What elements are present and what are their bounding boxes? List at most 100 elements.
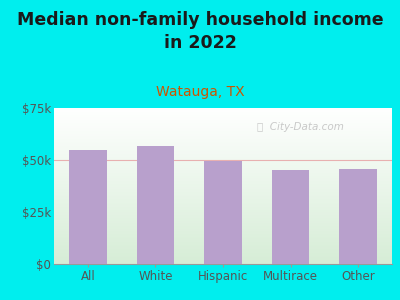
Bar: [54, 191, 392, 192]
Bar: [54, 192, 392, 194]
Bar: [54, 219, 392, 220]
Bar: [54, 121, 392, 122]
Bar: [54, 256, 392, 258]
Bar: [54, 225, 392, 226]
Bar: [54, 181, 392, 183]
Bar: [54, 195, 392, 197]
Bar: [54, 258, 392, 259]
Bar: [54, 144, 392, 146]
Bar: [54, 250, 392, 251]
Bar: [54, 233, 392, 234]
Bar: [54, 131, 392, 133]
Bar: [54, 163, 392, 164]
Bar: [54, 189, 392, 191]
Bar: [272, 170, 309, 264]
Bar: [54, 161, 392, 163]
Bar: [54, 156, 392, 158]
Bar: [54, 203, 392, 205]
Bar: [54, 169, 392, 170]
Bar: [54, 125, 392, 127]
Text: Watauga, TX: Watauga, TX: [156, 85, 244, 98]
Bar: [54, 259, 392, 261]
Bar: [54, 173, 392, 175]
Bar: [54, 234, 392, 236]
Bar: [54, 119, 392, 121]
Bar: [54, 208, 392, 209]
Bar: [54, 152, 392, 153]
Bar: [54, 253, 392, 255]
Bar: [54, 211, 392, 212]
Bar: [54, 242, 392, 244]
Bar: [54, 117, 392, 119]
Bar: [54, 110, 392, 111]
Text: ⓘ  City-Data.com: ⓘ City-Data.com: [257, 122, 344, 132]
Bar: [54, 236, 392, 238]
Bar: [54, 200, 392, 202]
Bar: [54, 122, 392, 124]
Bar: [54, 186, 392, 188]
Bar: [54, 255, 392, 256]
Bar: [54, 212, 392, 214]
Bar: [54, 224, 392, 225]
Bar: [54, 166, 392, 167]
Bar: [54, 238, 392, 239]
Bar: [54, 158, 392, 160]
Bar: [54, 180, 392, 181]
Bar: [54, 142, 392, 144]
Bar: [54, 160, 392, 161]
Bar: [54, 167, 392, 169]
Bar: [54, 146, 392, 147]
Bar: [137, 146, 174, 264]
Bar: [54, 261, 392, 262]
Bar: [54, 251, 392, 253]
Bar: [54, 130, 392, 131]
Bar: [54, 248, 392, 250]
Bar: [204, 161, 242, 264]
Bar: [54, 170, 392, 172]
Bar: [54, 147, 392, 148]
Bar: [54, 150, 392, 152]
Bar: [54, 228, 392, 230]
Bar: [54, 206, 392, 208]
Bar: [54, 244, 392, 245]
Bar: [54, 108, 392, 110]
Bar: [340, 169, 377, 264]
Bar: [54, 245, 392, 247]
Bar: [54, 113, 392, 114]
Bar: [54, 116, 392, 117]
Bar: [54, 241, 392, 242]
Bar: [54, 172, 392, 173]
Bar: [54, 175, 392, 177]
Bar: [54, 177, 392, 178]
Bar: [54, 134, 392, 136]
Bar: [54, 148, 392, 150]
Bar: [54, 230, 392, 231]
Bar: [54, 202, 392, 203]
Bar: [54, 226, 392, 228]
Bar: [54, 209, 392, 211]
Bar: [54, 133, 392, 134]
Bar: [54, 124, 392, 125]
Bar: [54, 216, 392, 217]
Bar: [54, 153, 392, 155]
Bar: [54, 197, 392, 199]
Bar: [54, 188, 392, 189]
Bar: [54, 220, 392, 222]
Bar: [54, 247, 392, 248]
Bar: [54, 262, 392, 264]
Bar: [54, 138, 392, 139]
Bar: [54, 141, 392, 142]
Bar: [54, 139, 392, 141]
Bar: [54, 136, 392, 138]
Bar: [54, 239, 392, 241]
Bar: [54, 214, 392, 216]
Bar: [54, 205, 392, 206]
Bar: [69, 150, 106, 264]
Bar: [54, 178, 392, 180]
Bar: [54, 128, 392, 130]
Bar: [54, 111, 392, 113]
Bar: [54, 231, 392, 233]
Bar: [54, 114, 392, 116]
Bar: [54, 222, 392, 224]
Bar: [54, 155, 392, 156]
